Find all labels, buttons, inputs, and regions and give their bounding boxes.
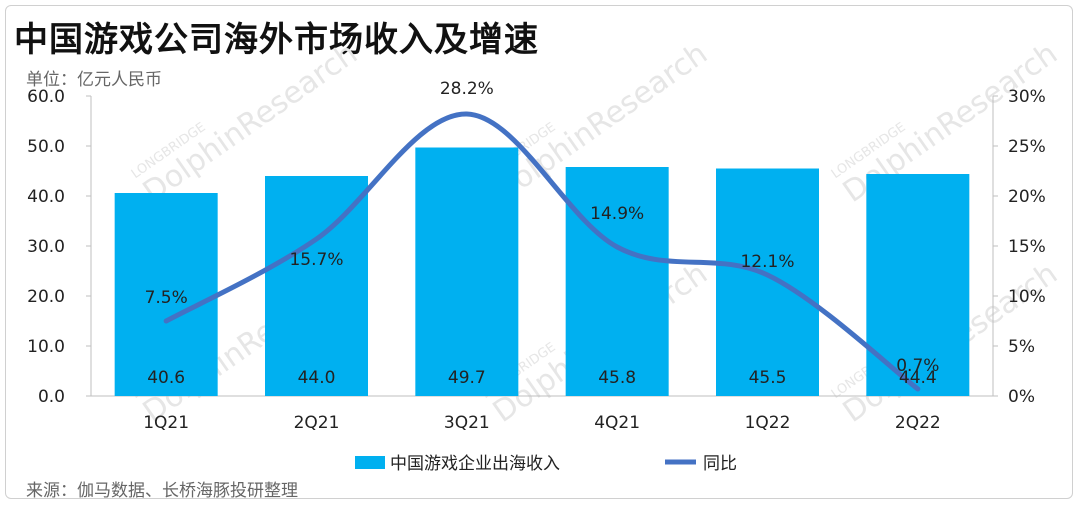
legend-line-label: 同比 [703, 454, 737, 474]
bar-value-label: 44.4 [899, 368, 937, 388]
y-left-tick-label: 30.0 [27, 237, 65, 257]
data-labels: 40.6 44.0 49.7 45.8 45.5 44.4 7.5% 15.7% 28.2% 14… [145, 79, 940, 388]
legend: 中国游戏企业出海收入 同比 [355, 454, 737, 474]
x-tick-label: 3Q21 [444, 413, 490, 433]
y-left-tick-label: 10.0 [27, 337, 65, 357]
growth-line [163, 111, 921, 392]
axes: 0.0 10.0 20.0 30.0 40.0 50.0 60.0 0% 5% 10% 15% 20%… [27, 87, 1046, 433]
chart-title: 中国游戏公司海外市场收入及增速 [14, 20, 539, 60]
y-right-tick-label: 15% [1008, 237, 1046, 257]
chart-frame [5, 5, 1073, 499]
line-value-label: 28.2% [440, 79, 494, 99]
y-right-tick-label: 0% [1008, 387, 1035, 407]
y-left-tick-label: 50.0 [27, 137, 65, 157]
legend-bar-swatch [355, 456, 385, 469]
bar-value-label: 45.8 [598, 368, 636, 388]
y-right-tick-label: 10% [1008, 287, 1046, 307]
line-value-label: 7.5% [145, 288, 188, 308]
x-tick-label: 4Q21 [594, 413, 640, 433]
y-left-tick-label: 60.0 [27, 87, 65, 107]
x-tick-label: 1Q21 [143, 413, 189, 433]
y-right-tick-label: 25% [1008, 137, 1046, 157]
bars [114, 147, 970, 396]
y-right-tick-label: 20% [1008, 187, 1046, 207]
bar [114, 193, 218, 396]
legend-bar-label: 中国游戏企业出海收入 [390, 454, 560, 474]
x-tick-label: 2Q21 [294, 413, 340, 433]
bar [716, 168, 819, 396]
y-right-tick-label: 30% [1008, 87, 1046, 107]
x-tick-label: 1Q22 [745, 413, 791, 433]
line-value-label: 0.7% [896, 356, 939, 376]
y-left-tick-label: 20.0 [27, 287, 65, 307]
unit-label: 单位：亿元人民币 [26, 70, 162, 90]
bar [565, 167, 669, 396]
line-value-label: 12.1% [740, 252, 794, 272]
line-value-label: 14.9% [590, 204, 644, 224]
y-left-tick-label: 40.0 [27, 187, 65, 207]
line-value-label: 15.7% [289, 250, 343, 270]
bar [415, 147, 519, 396]
bar-value-label: 45.5 [749, 368, 787, 388]
x-tick-label: 2Q22 [895, 413, 941, 433]
bar [265, 176, 368, 396]
y-left-tick-label: 0.0 [38, 387, 65, 407]
bar-value-label: 44.0 [298, 368, 336, 388]
growth-line-path [163, 111, 921, 392]
y-right-tick-label: 5% [1008, 337, 1035, 357]
bar-value-label: 49.7 [448, 368, 486, 388]
source-note: 来源：伽马数据、长桥海豚投研整理 [26, 481, 298, 501]
bar-value-label: 40.6 [147, 368, 185, 388]
